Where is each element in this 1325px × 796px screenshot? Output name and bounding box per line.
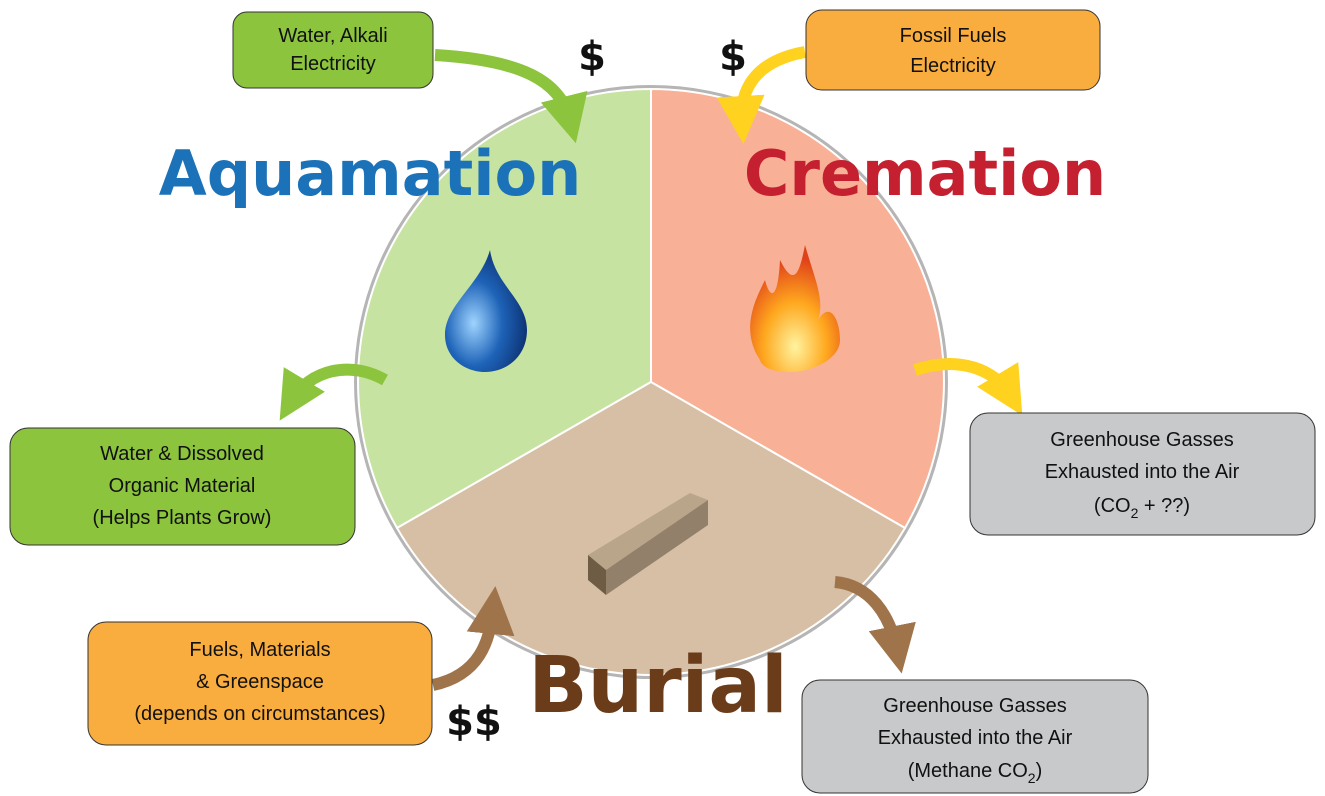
svg-text:Water, Alkali: Water, Alkali <box>278 25 387 47</box>
svg-text:Greenhouse Gasses: Greenhouse Gasses <box>1050 429 1233 451</box>
input-box: Water, Alkali Electricity <box>233 12 433 88</box>
svg-text:Organic Material: Organic Material <box>109 475 256 497</box>
svg-text:Exhausted into the Air: Exhausted into the Air <box>1045 461 1240 483</box>
box-line: Greenhouse Gasses <box>883 695 1066 717</box>
svg-text:Fuels, Materials: Fuels, Materials <box>189 639 330 661</box>
svg-text:Electricity: Electricity <box>910 55 996 77</box>
box-line: (depends on circumstances) <box>134 703 385 725</box>
subscript: 2 <box>1028 770 1036 786</box>
input-box: Fuels, Materials & Greenspace (depends o… <box>88 622 432 745</box>
box-line: Exhausted into the Air <box>1045 461 1240 483</box>
output-box: Water & Dissolved Organic Material (Help… <box>10 428 355 545</box>
diagram: Aquamation Cremation Burial $ $ $$ Water… <box>0 0 1325 796</box>
box-line: Water & Dissolved <box>100 443 264 465</box>
svg-text:(depends on circumstances): (depends on circumstances) <box>134 703 385 725</box>
cost: $$ <box>446 699 502 745</box>
box-line: Water, Alkali <box>278 25 387 47</box>
svg-text:Fossil Fuels: Fossil Fuels <box>900 25 1007 47</box>
box-line: (Methane CO <box>908 760 1028 782</box>
box-line: + ??) <box>1138 495 1190 517</box>
box-line: Fuels, Materials <box>189 639 330 661</box>
svg-text:Electricity: Electricity <box>290 53 376 75</box>
svg-text:Water & Dissolved: Water & Dissolved <box>100 443 264 465</box>
box-line: & Greenspace <box>196 671 324 693</box>
cremation-title: Cremation <box>744 137 1106 210</box>
box-line: (Helps Plants Grow) <box>93 507 272 529</box>
box-line: Electricity <box>910 55 996 77</box>
box-line: ) <box>1036 760 1043 782</box>
box-line: (CO <box>1094 495 1131 517</box>
svg-text:Greenhouse Gasses: Greenhouse Gasses <box>883 695 1066 717</box>
burial-title: Burial <box>528 641 788 731</box>
subscript: 2 <box>1131 505 1139 521</box>
cost: $ <box>578 34 606 80</box>
svg-text:(Helps Plants Grow): (Helps Plants Grow) <box>93 507 272 529</box>
svg-text:Exhausted into the Air: Exhausted into the Air <box>878 727 1073 749</box>
box-line: Fossil Fuels <box>900 25 1007 47</box>
aquamation-title: Aquamation <box>159 137 581 210</box>
box-line: Organic Material <box>109 475 256 497</box>
svg-text:& Greenspace: & Greenspace <box>196 671 324 693</box>
box-line: Greenhouse Gasses <box>1050 429 1233 451</box>
output-box: Greenhouse Gasses Exhausted into the Air… <box>802 680 1148 793</box>
box-line: Exhausted into the Air <box>878 727 1073 749</box>
cost: $ <box>719 34 747 80</box>
input-box: Fossil Fuels Electricity <box>806 10 1100 90</box>
output-box: Greenhouse Gasses Exhausted into the Air… <box>970 413 1315 535</box>
box-line: Electricity <box>290 53 376 75</box>
